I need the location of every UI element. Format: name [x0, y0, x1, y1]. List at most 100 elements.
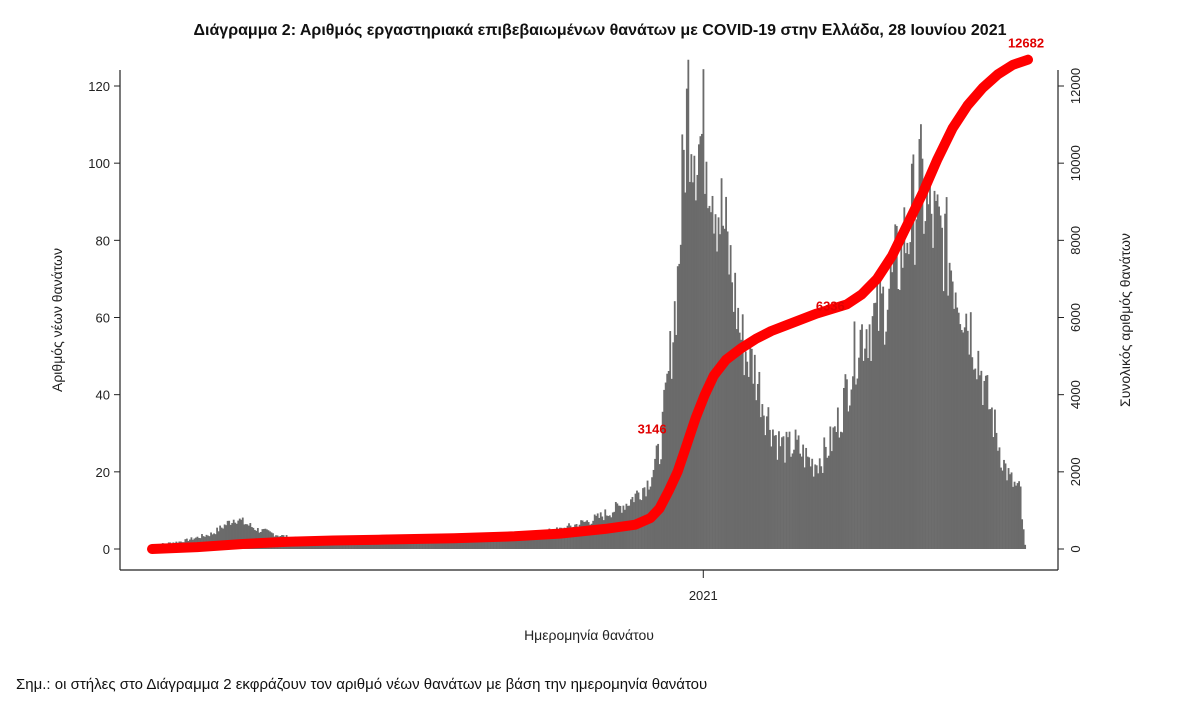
- bar: [956, 307, 959, 549]
- bar: [809, 466, 812, 549]
- bar: [907, 254, 910, 550]
- bar-series: [151, 59, 1027, 550]
- bar: [862, 360, 865, 549]
- bar: [755, 400, 758, 549]
- bar: [1007, 468, 1010, 549]
- bar: [867, 358, 869, 549]
- bar: [536, 531, 539, 549]
- bar: [654, 458, 657, 549]
- bar: [932, 247, 934, 549]
- bar: [942, 291, 945, 549]
- bar: [589, 524, 592, 549]
- bar: [852, 376, 854, 549]
- bar: [353, 541, 356, 549]
- bar: [871, 316, 874, 549]
- bar: [935, 200, 937, 549]
- bar: [250, 527, 253, 549]
- bar: [663, 389, 666, 549]
- bar: [427, 541, 430, 549]
- bar: [330, 542, 333, 549]
- bar: [855, 384, 857, 549]
- bar: [451, 542, 454, 549]
- bar: [347, 542, 350, 549]
- bar: [839, 431, 842, 549]
- bar: [401, 540, 404, 549]
- bar: [349, 542, 351, 549]
- bar: [515, 536, 518, 549]
- bar: [927, 204, 930, 549]
- bar: [897, 289, 900, 549]
- bar: [791, 453, 794, 549]
- bar: [356, 541, 359, 549]
- bar: [488, 540, 490, 549]
- bar: [762, 415, 765, 549]
- bar: [1021, 519, 1024, 549]
- bar: [338, 542, 341, 549]
- bar: [220, 527, 223, 549]
- bar: [906, 242, 909, 549]
- bar: [469, 539, 472, 549]
- bar: [918, 139, 921, 549]
- bar: [238, 518, 241, 549]
- bar: [923, 233, 925, 549]
- bar: [753, 354, 756, 549]
- bar: [687, 59, 690, 549]
- bar: [217, 531, 220, 549]
- bar: [232, 519, 235, 549]
- y-right-axis-label: Συνολικός αριθμός θανάτων: [1117, 233, 1133, 407]
- bar: [738, 332, 741, 549]
- bar: [355, 542, 357, 549]
- bar: [966, 330, 969, 549]
- bar: [859, 329, 862, 549]
- bar: [657, 443, 660, 549]
- bar: [853, 321, 856, 549]
- bar: [679, 244, 682, 550]
- bar: [578, 524, 581, 549]
- bar: [731, 282, 734, 549]
- bar: [770, 446, 773, 549]
- bar: [957, 312, 960, 549]
- bar: [216, 527, 218, 549]
- bar: [249, 523, 252, 549]
- bar: [504, 536, 507, 549]
- bar: [693, 155, 696, 550]
- bar: [811, 458, 814, 549]
- bar: [450, 540, 453, 549]
- bar: [672, 342, 675, 549]
- bar: [252, 527, 255, 549]
- bar: [565, 530, 567, 549]
- bar: [398, 540, 401, 549]
- bar: [494, 538, 496, 549]
- bar: [346, 542, 348, 549]
- bar: [365, 541, 368, 549]
- y-right-tick-label: 6000: [1068, 303, 1083, 332]
- bar: [497, 540, 499, 549]
- bar: [371, 541, 374, 549]
- bar: [841, 432, 844, 549]
- bar: [435, 541, 438, 549]
- bar: [723, 228, 726, 550]
- bar: [704, 193, 706, 549]
- bar: [389, 541, 392, 549]
- bar: [391, 540, 394, 549]
- bar: [984, 375, 987, 549]
- bar: [864, 348, 866, 549]
- bar: [557, 529, 560, 549]
- bar: [210, 532, 212, 549]
- cumulative-annotation: 6336: [816, 299, 845, 314]
- bar: [938, 206, 940, 549]
- bar: [895, 225, 898, 550]
- x-tick-label: 2021: [689, 588, 718, 603]
- bar: [507, 538, 510, 549]
- bar: [824, 446, 827, 549]
- bar: [423, 541, 425, 549]
- bar: [491, 539, 493, 549]
- bar: [992, 437, 995, 549]
- bar: [373, 541, 376, 549]
- bar: [725, 196, 727, 550]
- bar: [974, 368, 977, 549]
- bar: [472, 538, 475, 549]
- bar: [930, 213, 933, 550]
- bar: [377, 542, 380, 549]
